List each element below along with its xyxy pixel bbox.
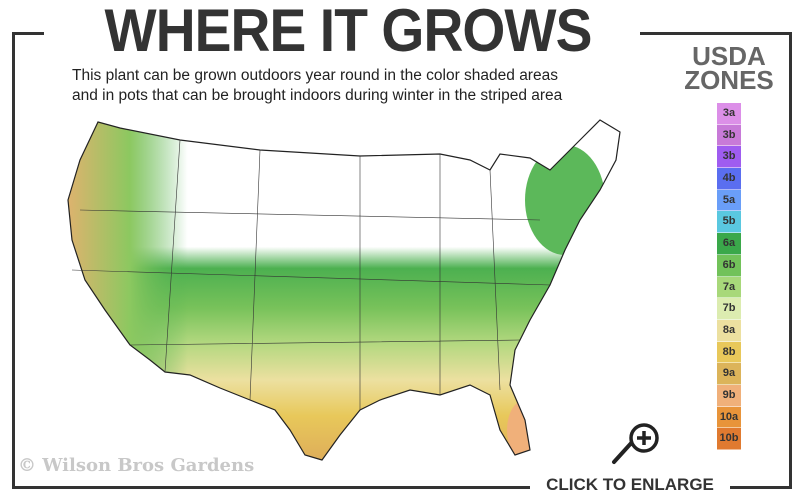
- copyright: © Wilson Bros Gardens: [18, 455, 255, 476]
- legend-zone-8b: 8b: [717, 341, 741, 364]
- frame-top-right: [640, 32, 792, 35]
- state-borders: [71, 139, 551, 410]
- frame-left: [12, 32, 15, 489]
- description-line: and in pots that can be brought indoors …: [72, 87, 563, 104]
- description-line: This plant can be grown outdoors year ro…: [72, 67, 558, 84]
- legend-zone-8a: 8a: [717, 319, 741, 342]
- us-zone-map[interactable]: [60, 110, 640, 470]
- legend-zone-5a: 5a: [717, 189, 741, 212]
- frame-bottom: [12, 486, 792, 489]
- legend-zone-10a: 10a: [717, 406, 741, 429]
- legend-zone-5b: 5b: [717, 211, 741, 234]
- west-zone-fill: [68, 120, 620, 460]
- legend-zone-6b: 6b: [717, 254, 741, 277]
- legend-zone-4b: 4b: [717, 168, 741, 190]
- legend-title: USDA ZONES: [684, 41, 774, 95]
- legend-title-line: ZONES: [684, 65, 774, 95]
- magnifier-plus-icon[interactable]: [610, 422, 666, 466]
- legend-zone-10b: 10b: [717, 428, 741, 450]
- legend-title-line: USDA: [692, 41, 766, 71]
- legend-zone-3a: 3a: [717, 103, 741, 125]
- frame-right: [789, 32, 792, 489]
- click-to-enlarge-button[interactable]: CLICK TO ENLARGE: [530, 475, 730, 495]
- frame-top-left: [12, 32, 44, 35]
- legend-zone-3b: 3b: [717, 124, 741, 147]
- legend-zone-9a: 9a: [717, 363, 741, 385]
- legend-zone-7a: 7a: [717, 276, 741, 299]
- description: This plant can be grown outdoors year ro…: [72, 66, 562, 106]
- zone-legend: 3a 3b 3b 4b 5a 5b 6a 6b 7a 7b 8a 8b 9a 9b 10a 10b: [717, 103, 741, 450]
- legend-zone-9b: 9b: [717, 384, 741, 407]
- page-title: WHERE IT GROWS: [104, 0, 593, 64]
- legend-zone-3b: 3b: [717, 146, 741, 169]
- legend-zone-7b: 7b: [717, 298, 741, 320]
- legend-zone-6a: 6a: [717, 233, 741, 255]
